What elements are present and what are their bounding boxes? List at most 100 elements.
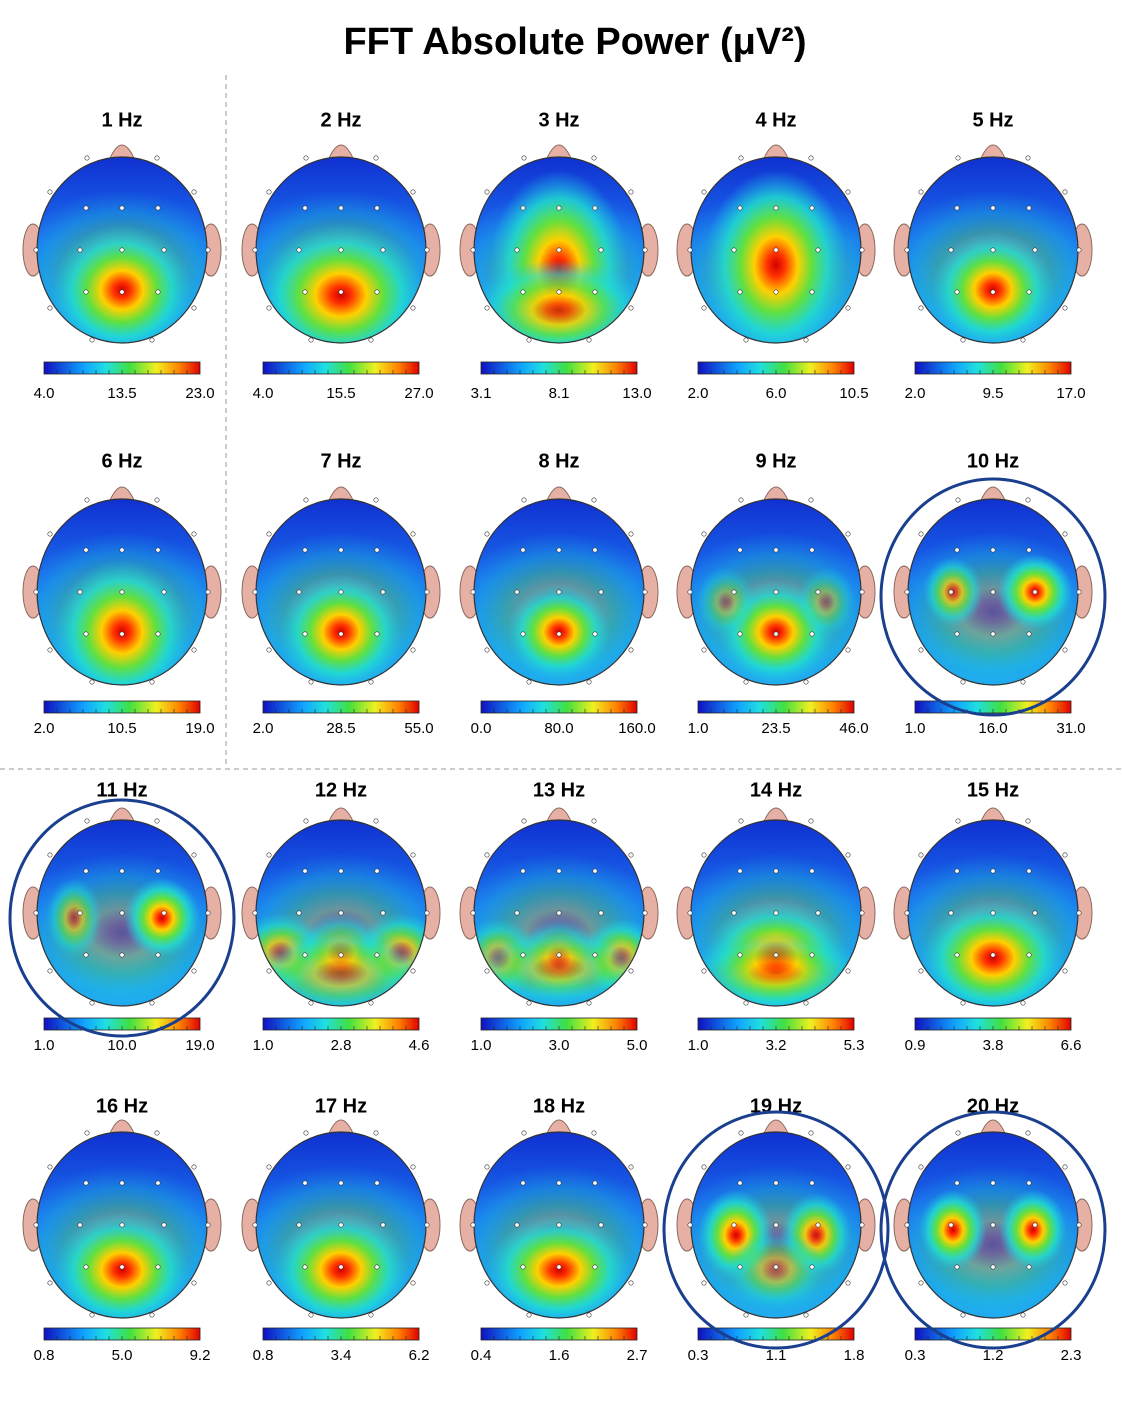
electrode — [484, 531, 490, 537]
topomap: 5 Hz 2.0 9.5 17.0 — [893, 109, 1093, 402]
electrode — [302, 205, 308, 211]
electrode — [1062, 968, 1068, 974]
colorbar-label: 13.5 — [107, 385, 136, 402]
electrode — [155, 289, 161, 295]
electrode — [484, 1164, 490, 1170]
electrode — [338, 547, 344, 553]
electrode — [83, 952, 89, 958]
electrode — [154, 155, 160, 161]
electrode — [33, 589, 39, 595]
electrode — [47, 852, 53, 858]
colorbar-label: 4.0 — [253, 385, 274, 402]
electrode — [83, 868, 89, 874]
map-title: 3 Hz — [538, 109, 579, 131]
map-title: 10 Hz — [967, 450, 1019, 472]
highlight-circle — [879, 477, 1107, 717]
electrode — [598, 589, 604, 595]
hotspot — [487, 1215, 631, 1318]
electrode — [592, 547, 598, 553]
electrode — [84, 1130, 90, 1136]
electrode — [773, 589, 779, 595]
electrode — [701, 647, 707, 653]
electrode — [773, 1180, 779, 1186]
map-title: 18 Hz — [533, 1095, 585, 1117]
electrode — [410, 647, 416, 653]
colorbar-label: 6.2 — [409, 1347, 430, 1364]
electrode — [687, 910, 693, 916]
electrode — [737, 868, 743, 874]
electrode — [642, 1222, 648, 1228]
electrode — [266, 1164, 272, 1170]
electrode — [526, 679, 532, 685]
electrode — [948, 910, 954, 916]
electrode — [731, 247, 737, 253]
colorbar-label: 55.0 — [404, 720, 433, 737]
electrode — [119, 1180, 125, 1186]
map-title: 5 Hz — [972, 109, 1013, 131]
hotspot — [796, 567, 856, 637]
electrode — [266, 647, 272, 653]
electrode — [368, 337, 374, 343]
colorbar-label: 2.0 — [905, 385, 926, 402]
electrode — [266, 852, 272, 858]
electrode — [266, 531, 272, 537]
electrode — [302, 547, 308, 553]
electrode — [803, 1000, 809, 1006]
electrode — [252, 1222, 258, 1228]
electrode — [642, 589, 648, 595]
electrode — [338, 1222, 344, 1228]
electrode — [773, 247, 779, 253]
maps: 1 Hz 4.0 13.5 23.0 2 Hz 4.0 15.5 27.0 3 Hz 3.1 8.1… — [8, 109, 1107, 1364]
heatmap — [908, 499, 1078, 685]
map-title: 12 Hz — [315, 779, 367, 801]
electrode — [308, 1000, 314, 1006]
colorbar-label: 3.0 — [549, 1037, 570, 1054]
colorbar-label: 28.5 — [326, 720, 355, 737]
electrode — [687, 247, 693, 253]
electrode — [191, 1280, 197, 1286]
electrode — [47, 305, 53, 311]
electrode — [266, 189, 272, 195]
electrode — [737, 1264, 743, 1270]
heatmap — [474, 499, 644, 685]
electrode — [119, 952, 125, 958]
electrode — [556, 868, 562, 874]
electrode — [904, 589, 910, 595]
electrode — [1020, 679, 1026, 685]
electrode — [155, 205, 161, 211]
electrode — [701, 1280, 707, 1286]
electrode — [374, 547, 380, 553]
colorbar-label: 19.0 — [185, 720, 214, 737]
electrode — [83, 547, 89, 553]
electrode — [308, 1312, 314, 1318]
electrode — [308, 679, 314, 685]
electrode — [990, 247, 996, 253]
electrode — [1076, 589, 1082, 595]
heatmap — [691, 820, 861, 1006]
colorbar-label: 0.4 — [471, 1347, 492, 1364]
electrode — [592, 289, 598, 295]
electrode — [904, 247, 910, 253]
heatmap — [691, 157, 861, 343]
map-title: 14 Hz — [750, 779, 802, 801]
electrode — [520, 1264, 526, 1270]
electrode — [738, 818, 744, 824]
electrode — [149, 1312, 155, 1318]
electrode — [470, 1222, 476, 1228]
colorbar-label: 0.8 — [34, 1347, 55, 1364]
electrode — [737, 1180, 743, 1186]
electrode — [904, 1222, 910, 1228]
electrode — [266, 305, 272, 311]
electrode — [514, 910, 520, 916]
electrode — [380, 589, 386, 595]
electrode — [990, 205, 996, 211]
electrode — [119, 910, 125, 916]
electrode — [743, 337, 749, 343]
colorbar-label: 23.0 — [185, 385, 214, 402]
electrode — [845, 1164, 851, 1170]
electrode — [859, 910, 865, 916]
topomap: 9 Hz 1.0 23.5 46.0 — [676, 450, 876, 737]
electrode — [556, 289, 562, 295]
heatmap — [256, 157, 426, 343]
